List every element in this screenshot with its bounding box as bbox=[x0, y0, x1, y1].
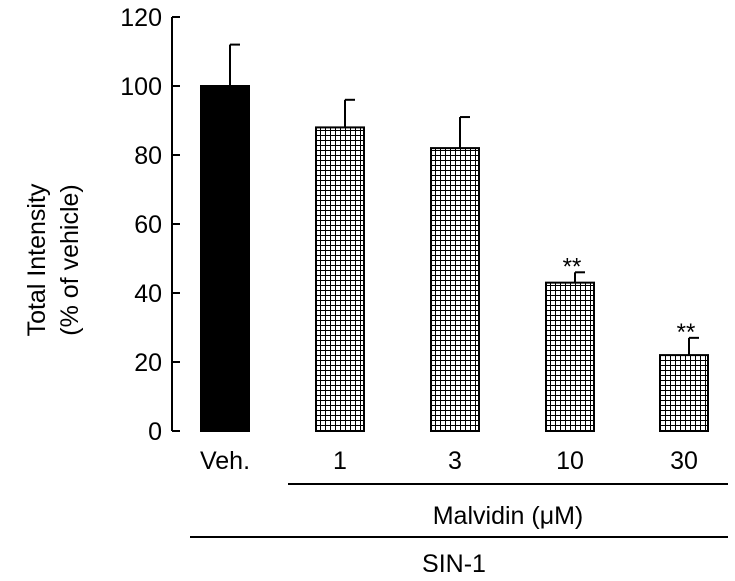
bar-4 bbox=[545, 281, 595, 432]
y-tick-label: 120 bbox=[120, 4, 162, 32]
y-tick-label: 60 bbox=[134, 211, 162, 239]
x-tick-label-2: 1 bbox=[333, 447, 347, 475]
y-axis: 0 20 40 60 80 100 120 bbox=[120, 4, 180, 446]
x-tick-label-3: 3 bbox=[448, 447, 462, 475]
significance-mark-4: ** bbox=[563, 253, 582, 280]
bars bbox=[200, 85, 709, 433]
y-axis-title: Total Intensity (% of vehicle) bbox=[23, 183, 84, 336]
y-tick-label: 40 bbox=[134, 280, 162, 308]
sin1-group-label: SIN-1 bbox=[422, 550, 486, 578]
y-tick-label: 100 bbox=[120, 73, 162, 101]
x-tick-label-4: 10 bbox=[556, 447, 584, 475]
y-axis-title-line-2: (% of vehicle) bbox=[56, 184, 84, 335]
malvidin-group-label: Malvidin (μM) bbox=[433, 502, 584, 530]
y-axis-title-line-1: Total Intensity bbox=[23, 183, 51, 336]
error-bars bbox=[229, 43, 699, 356]
significance-mark-5: ** bbox=[677, 319, 696, 346]
y-tick-label: 80 bbox=[134, 142, 162, 170]
x-tick-labels: Veh. 1 3 10 30 bbox=[200, 447, 698, 475]
bar-2 bbox=[315, 126, 365, 433]
bar-3 bbox=[430, 147, 480, 432]
group-brackets: Malvidin (μM) SIN-1 bbox=[190, 483, 728, 578]
bar-5 bbox=[659, 354, 709, 433]
x-tick-label-1: Veh. bbox=[200, 447, 250, 475]
significance-marks: ** ** bbox=[563, 253, 696, 346]
bar-1 bbox=[200, 85, 250, 432]
y-tick-label: 0 bbox=[148, 418, 162, 446]
y-tick-label: 20 bbox=[134, 349, 162, 377]
x-tick-label-5: 30 bbox=[670, 447, 698, 475]
